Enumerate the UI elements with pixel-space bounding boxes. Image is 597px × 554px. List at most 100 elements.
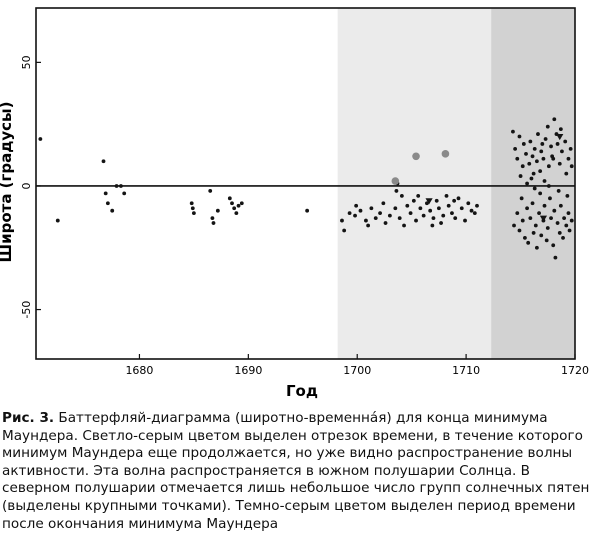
sunspot-point [562, 216, 567, 221]
sunspot-point [558, 203, 563, 208]
sunspot-point [558, 127, 563, 132]
sunspot-point [541, 156, 546, 161]
sunspot-point [531, 231, 536, 235]
x-tick-label: 1710 [452, 364, 480, 377]
sunspot-point [364, 218, 368, 223]
sunspot-point [418, 206, 423, 211]
large-sunspot-point [441, 150, 450, 158]
sunspot-point [534, 245, 539, 250]
y-tick-label: 0 [20, 182, 33, 189]
sunspot-point [463, 218, 467, 223]
sunspot-point [540, 142, 545, 146]
sunspot-point [542, 203, 547, 208]
shaded-regions [337, 8, 575, 359]
sunspot-point [456, 196, 461, 201]
sunspot-point [394, 189, 399, 193]
sunspot-point [215, 208, 220, 213]
caption-label: Рис. 3. [2, 410, 55, 426]
sunspot-point [353, 213, 357, 218]
sunspot-point [546, 164, 551, 169]
x-axis-ticks: 1680 1690 1700 1710 1720 [125, 354, 589, 377]
sunspot-point [122, 191, 127, 196]
x-tick-label: 1680 [125, 364, 153, 377]
sunspot-point [236, 203, 241, 208]
sunspot-point [553, 255, 558, 260]
sunspot-point [533, 223, 538, 228]
sunspot-point [408, 211, 413, 216]
sunspot-point [517, 134, 522, 139]
triangle-point [556, 134, 564, 141]
sunspot-point [555, 142, 560, 146]
sunspot-point [521, 142, 526, 146]
sunspot-point [472, 211, 477, 216]
sunspot-point [529, 176, 534, 181]
sunspot-point [342, 228, 347, 233]
sunspot-point [569, 218, 574, 223]
sunspot-point [430, 223, 435, 228]
sunspot-point [369, 206, 374, 211]
sunspot-point [545, 124, 550, 129]
y-axis-ticks: 50 0 -50 [20, 55, 41, 319]
sunspot-point [230, 201, 234, 206]
sunspot-point [234, 211, 239, 216]
sunspot-point [191, 211, 196, 216]
sunspot-point [561, 235, 565, 240]
y-tick-label: 50 [20, 55, 33, 69]
figure-caption: Рис. 3. Баттерфляй-диаграмма (широтно-вр… [2, 410, 594, 533]
sunspot-point [532, 146, 537, 151]
sunspot-point [210, 216, 215, 221]
sunspot-point [114, 184, 119, 188]
sunspot-point [434, 198, 439, 203]
sunspot-point [560, 149, 564, 154]
butterfly-diagram: 1680 1690 1700 1710 1720 50 0 -50 Год Широта (… [0, 7, 589, 400]
sunspot-point [564, 171, 569, 176]
sunspot-point [546, 184, 551, 188]
sunspot-point [520, 164, 525, 169]
sunspot-point [416, 193, 421, 198]
sunspot-point [378, 211, 382, 216]
x-tick-label: 1720 [561, 364, 589, 377]
sunspot-point [523, 235, 527, 240]
sunspot-point [452, 198, 457, 203]
sunspot-point [431, 216, 436, 221]
sunspot-point [466, 201, 471, 206]
sunspot-point [525, 181, 529, 186]
sunspot-point [534, 159, 539, 164]
sunspot-point [446, 203, 451, 208]
sunspot-point [397, 216, 402, 221]
x-tick-label: 1690 [234, 364, 262, 377]
sunspot-point [528, 216, 533, 221]
sunspot-point [354, 203, 359, 208]
sunspot-point [549, 216, 553, 221]
sunspot-point [189, 201, 194, 206]
sunspot-point [366, 223, 371, 228]
sunspot-point [545, 226, 550, 230]
sunspot-point [569, 164, 574, 169]
sunspot-point [399, 193, 404, 198]
sunspot-point [387, 213, 392, 218]
sunspot-point [530, 201, 535, 206]
sunspot-point [544, 238, 549, 243]
sunspot-point [536, 132, 540, 136]
sunspot-point [524, 151, 528, 156]
sunspot-point [548, 196, 552, 201]
sunspot-point [515, 156, 520, 161]
sunspot-point [103, 191, 108, 196]
y-axis-label: Широта (градусы) [0, 102, 15, 263]
sunspot-point [441, 213, 446, 218]
sunspot-point [564, 223, 569, 228]
shaded-region-2 [491, 8, 575, 359]
sunspot-point [453, 216, 458, 221]
sunspot-point [475, 203, 479, 208]
sunspot-point [526, 240, 531, 245]
sunspot-point [38, 137, 43, 141]
sunspot-point [528, 139, 533, 144]
sunspot-point [525, 206, 529, 211]
sunspot-point [227, 196, 232, 201]
sunspot-point [530, 154, 535, 159]
sunspot-point [518, 174, 523, 178]
sunspot-point [373, 216, 378, 221]
shaded-region-1 [337, 8, 492, 359]
sunspot-point [538, 169, 543, 174]
sunspot-point [566, 211, 571, 216]
